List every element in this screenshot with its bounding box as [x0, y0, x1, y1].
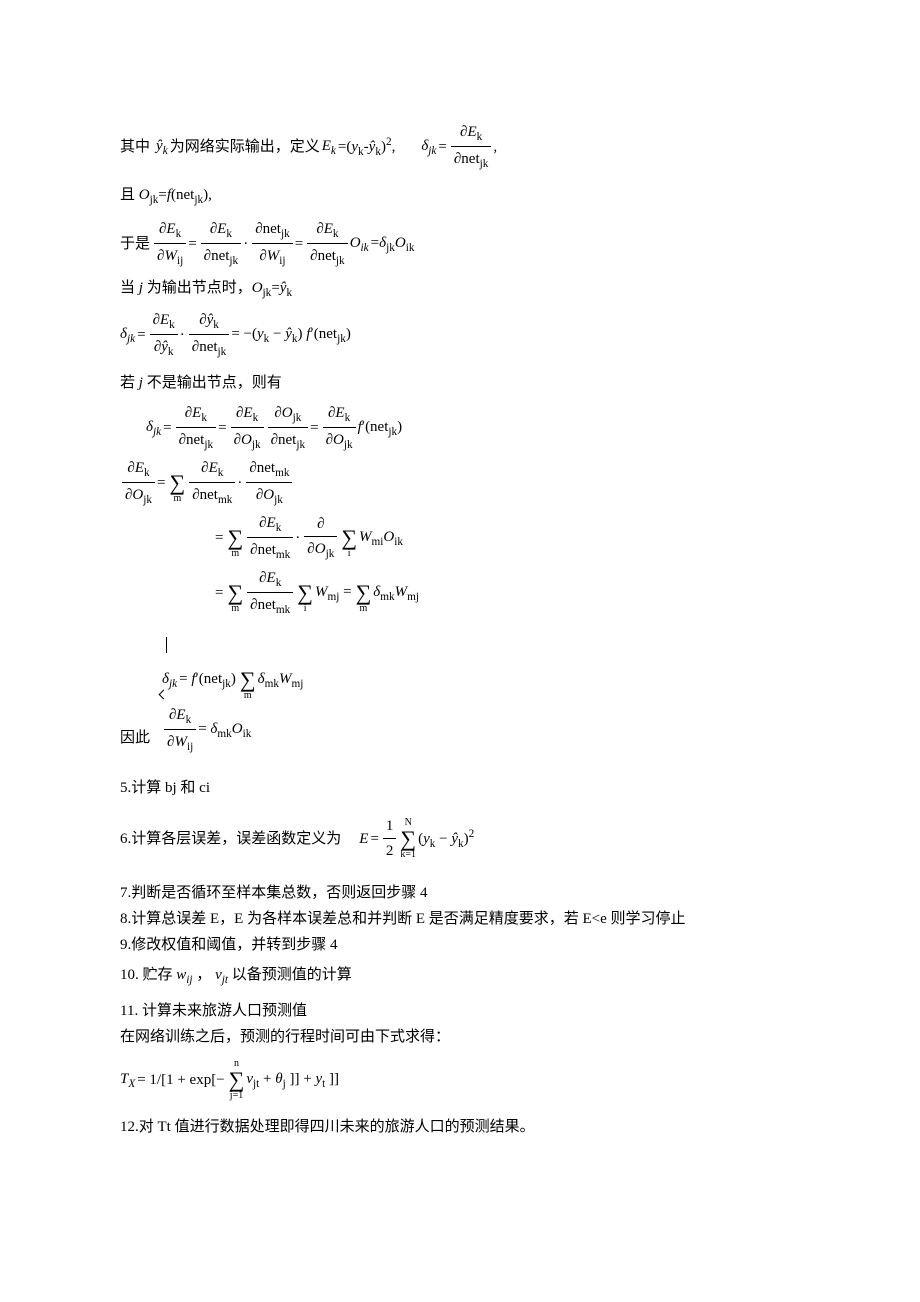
step-11: 11. 计算未来旅游人口预测值 — [120, 999, 800, 1023]
line-11: 因此 δjk = f′(netjk) ∑m δmkWmj ∂Ek∂Wij = δ… — [120, 633, 800, 758]
l3-Oik: Oik — [350, 231, 369, 257]
l11-pre: 因此 — [120, 726, 150, 750]
l11-brace: δjk = f′(netjk) ∑m δmkWmj ∂Ek∂Wij = δmkO… — [162, 633, 305, 758]
line-3: 于是 ∂Ek ∂Wij = ∂Ek ∂netjk · ∂netjk ∂Wij =… — [120, 217, 800, 270]
l8-sum: ∑m — [170, 462, 186, 504]
step-7: 7.判断是否循环至样本集总数，否则返回步骤 4 — [120, 881, 800, 905]
line-8: ∂Ek∂Ojk = ∑m ∂Ek∂netmk · ∂netmk∂Ojk — [120, 456, 800, 509]
l3-r: ∂Ek ∂netjk — [307, 217, 348, 270]
line-1: 其中 ŷk 为网络实际输出，定义 Ek =(yk-ŷk)2, δjk = ∂Ek… — [120, 120, 800, 173]
l1-def: =(yk-ŷk)2, — [338, 133, 395, 161]
l5-b: ∂ŷk ∂netjk — [189, 308, 230, 361]
line-4: 当 j 为输出节点时，Ojk=ŷk — [120, 276, 800, 302]
step-11-eq: TX = 1/[1 + exp[− n∑j=1 vjt + θj ]] + yt… — [120, 1059, 800, 1101]
l1-mid: 为网络实际输出，定义 — [170, 135, 320, 159]
l1-delta: δjk — [421, 134, 436, 160]
line-9: = ∑m ∂Ek∂netmk · ∂∂Ojk ∑i WmiOik — [215, 511, 800, 564]
l10-tail: δmkWmj — [373, 580, 419, 606]
line-2: 且 Ojk=f(netjk), — [120, 183, 800, 209]
step-10: 10. 贮存 wij ， vjt 以备预测值的计算 — [120, 963, 800, 989]
step-5: 5.计算 bj 和 ci — [120, 776, 800, 800]
s6-pre: 6.计算各层误差，误差函数定义为 — [120, 827, 341, 851]
l1-frac: ∂Ek ∂netjk — [451, 120, 492, 173]
step-8: 8.计算总误差 E，E 为各样本误差总和并判断 E 是否满足精度要求，若 E<e… — [120, 907, 800, 931]
l5-a: ∂Ek ∂ŷk — [150, 308, 178, 361]
l3-tail: =δjkOik — [371, 231, 415, 257]
l1-yhat: ŷk — [156, 134, 168, 160]
l3-m1: ∂Ek ∂netjk — [201, 217, 242, 270]
l3-m2: ∂netjk ∂Wij — [252, 217, 293, 270]
l1-eq: = — [438, 135, 446, 159]
step-12: 12.对 Tt 值进行数据处理即得四川未来的旅游人口的预测结果。 — [120, 1115, 800, 1139]
step-11b: 在网络训练之后，预测的行程时间可由下式求得： — [120, 1025, 800, 1049]
step-6: 6.计算各层误差，误差函数定义为 E = 12 N∑k=1 (yk − ŷk)2 — [120, 814, 800, 863]
l9-tail: WmiOik — [359, 525, 403, 551]
line-7: δjk = ∂Ek∂netjk = ∂Ek∂Ojk ∂Ojk∂netjk = ∂… — [146, 401, 800, 454]
l1-Ek: Ek — [322, 134, 336, 160]
line-5: δjk = ∂Ek ∂ŷk · ∂ŷk ∂netjk = −(yk − ŷk) … — [120, 308, 800, 361]
line-6: 若 j 不是输出节点，则有 — [120, 371, 800, 395]
s6-body: (yk − ŷk)2 — [418, 825, 474, 853]
l5-delta: δjk — [120, 322, 135, 348]
l7-tail: f′(netjk) — [358, 415, 403, 441]
l1-pre: 其中 — [120, 135, 150, 159]
l1-tail: , — [493, 135, 497, 159]
l3-lhs: ∂Ek ∂Wij — [154, 217, 186, 270]
l3-pre: 于是 — [120, 232, 150, 256]
line-10: = ∑m ∂Ek∂netmk ∑i Wmj = ∑m δmkWmj — [215, 566, 800, 619]
step-9: 9.修改权值和阈值，并转到步骤 4 — [120, 933, 800, 957]
l5-rhs: = −(yk − ŷk) f′(netjk) — [231, 322, 351, 348]
